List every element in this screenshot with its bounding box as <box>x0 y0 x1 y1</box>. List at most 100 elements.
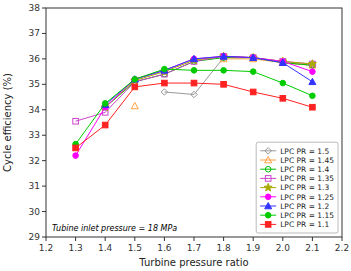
marker <box>309 78 316 84</box>
marker <box>191 55 198 61</box>
series <box>101 52 316 110</box>
x-tick <box>342 237 343 241</box>
legend-item: LPC PR = 1.5 <box>260 147 329 156</box>
legend-label: LPC PR = 1.35 <box>280 174 334 183</box>
x-tick-label: 1.9 <box>246 243 261 253</box>
series-line <box>105 56 312 104</box>
annotation: Tubine inlet pressure = 18 MPa <box>52 224 177 233</box>
marker <box>191 56 197 62</box>
y-tick-label: 32 <box>29 156 40 166</box>
legend-item: LPC PR = 1.25 <box>260 193 334 202</box>
marker <box>310 69 316 75</box>
marker <box>73 118 79 124</box>
marker <box>131 76 138 82</box>
marker <box>161 89 167 95</box>
legend-item: LPC PR = 1.15 <box>260 211 334 220</box>
marker <box>191 68 197 74</box>
y-tick-label: 31 <box>29 181 40 191</box>
y-tick-label: 37 <box>29 28 40 38</box>
series-line <box>76 83 313 148</box>
legend-item: LPC PR = 1.4 <box>260 165 329 174</box>
x-tick <box>223 237 224 241</box>
legend-line <box>260 178 276 179</box>
x-tick <box>253 237 254 241</box>
y-tick <box>42 211 46 212</box>
x-tick-label: 1.6 <box>157 243 172 253</box>
x-tick-label: 2.2 <box>335 243 349 253</box>
marker <box>250 55 256 61</box>
legend-item: LPC PR = 1.35 <box>260 174 334 183</box>
series <box>73 66 315 147</box>
marker <box>279 57 287 65</box>
marker <box>310 93 316 99</box>
legend-line <box>260 150 276 151</box>
marker <box>73 153 79 159</box>
marker <box>131 102 138 108</box>
marker <box>308 60 316 68</box>
marker <box>191 80 197 86</box>
y-tick <box>42 160 46 161</box>
legend-label: LPC PR = 1.2 <box>280 202 329 211</box>
marker <box>162 66 168 72</box>
series-line <box>76 69 313 144</box>
marker <box>280 59 286 65</box>
y-axis-label: Cycle efficiency (%) <box>2 73 13 172</box>
legend-label: LPC PR = 1.45 <box>280 156 334 165</box>
marker <box>162 80 168 86</box>
x-axis-label: Turbine pressure ratio <box>138 257 248 268</box>
marker <box>132 76 138 82</box>
marker <box>264 183 272 191</box>
marker <box>265 212 271 218</box>
series <box>102 53 316 108</box>
marker <box>265 203 272 209</box>
x-tick-label: 2.1 <box>305 243 319 253</box>
marker <box>250 54 257 60</box>
legend-item: LPC PR = 1.2 <box>260 202 329 211</box>
x-tick-label: 2.0 <box>276 243 291 253</box>
marker <box>221 68 227 74</box>
series-line <box>76 56 313 121</box>
series <box>102 55 315 110</box>
y-tick <box>42 237 46 238</box>
marker <box>73 145 79 151</box>
y-tick-label: 36 <box>29 54 41 64</box>
y-tick <box>42 8 46 9</box>
marker <box>190 56 198 64</box>
marker <box>220 53 227 59</box>
background <box>0 0 351 271</box>
marker <box>250 55 256 61</box>
marker <box>280 80 286 86</box>
x-tick-label: 1.5 <box>128 243 142 253</box>
y-tick <box>42 33 46 34</box>
x-tick-label: 1.7 <box>187 243 201 253</box>
marker <box>221 54 227 60</box>
y-tick-label: 30 <box>29 207 41 217</box>
marker <box>265 176 271 182</box>
x-tick <box>194 237 195 241</box>
marker <box>132 84 138 90</box>
legend-item: LPC PR = 1.3 <box>260 183 329 192</box>
legend-item: LPC PR = 1.45 <box>260 156 334 165</box>
legend-label: LPC PR = 1.1 <box>280 220 329 229</box>
marker <box>250 54 256 60</box>
y-tick-label: 29 <box>29 232 41 242</box>
x-tick-label: 1.4 <box>98 243 113 253</box>
series-line <box>76 56 313 155</box>
x-tick <box>164 237 165 241</box>
marker <box>265 222 271 228</box>
marker <box>250 89 256 95</box>
y-tick-label: 38 <box>29 3 41 13</box>
marker <box>279 59 286 65</box>
y-tick <box>42 135 46 136</box>
marker <box>250 69 256 75</box>
marker <box>265 166 271 172</box>
marker <box>102 101 108 107</box>
legend-frame <box>256 142 338 233</box>
axes: 1.21.31.41.51.61.71.81.92.02.12.22930313… <box>29 3 350 253</box>
legend-label: LPC PR = 1.3 <box>280 183 329 192</box>
y-tick <box>42 109 46 110</box>
x-tick-label: 1.8 <box>216 243 231 253</box>
x-tick <box>312 237 313 241</box>
marker <box>161 67 168 73</box>
marker <box>265 157 272 163</box>
